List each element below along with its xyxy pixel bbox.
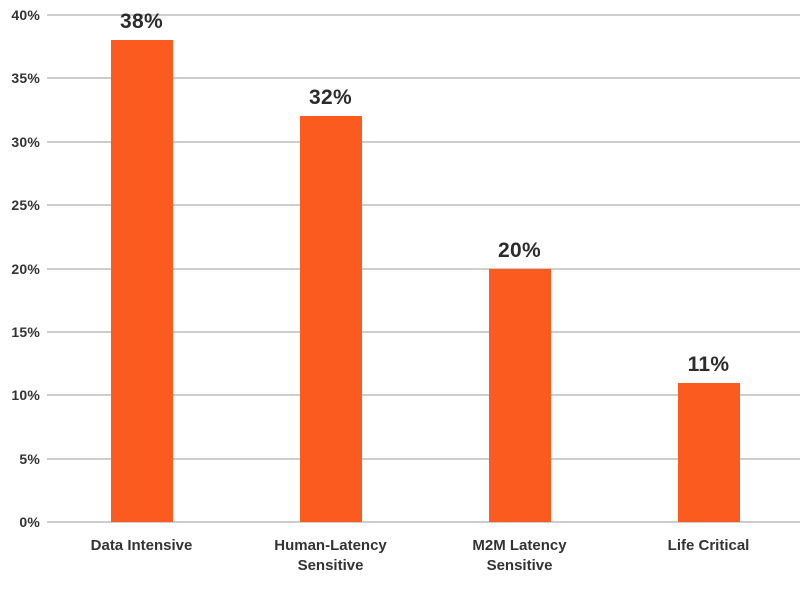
y-axis-tick-label: 25% <box>11 197 40 214</box>
y-axis-tick-label: 10% <box>11 387 40 404</box>
y-axis-tick-label: 30% <box>11 133 40 150</box>
y-axis-tick-label: 40% <box>11 7 40 23</box>
bar-value-label-data-intensive: 38% <box>120 10 163 34</box>
x-axis-line <box>47 521 800 523</box>
bar-data-intensive <box>110 40 173 522</box>
bar-human-latency-sensitive <box>299 116 362 522</box>
y-axis-tick-label: 20% <box>11 260 40 277</box>
gridline <box>47 267 800 270</box>
gridline <box>47 394 800 397</box>
gridline <box>47 14 800 16</box>
y-axis-tick-label: 5% <box>19 450 40 467</box>
bar-value-label-life-critical: 11% <box>687 352 730 376</box>
y-axis-tick-label: 0% <box>19 514 40 530</box>
gridline <box>47 77 800 80</box>
bar-value-label-m2m-latency-sensitive: 20% <box>498 238 541 262</box>
x-axis-category-label-m2m-latency-sensitive: M2M Latency Sensitive <box>472 537 567 574</box>
x-axis-category-label-life-critical: Life Critical <box>667 537 750 554</box>
bar-life-critical <box>677 382 740 522</box>
gridline <box>47 457 800 460</box>
y-axis-tick-label: 15% <box>11 323 40 340</box>
gridline <box>47 140 800 143</box>
x-axis-category-label-data-intensive: Data Intensive <box>90 537 193 554</box>
gridline <box>47 330 800 333</box>
gridline <box>47 204 800 207</box>
x-axis-category-label-human-latency-sensitive: Human-Latency Sensitive <box>274 537 387 574</box>
y-axis-tick-label: 35% <box>11 70 40 87</box>
bar-m2m-latency-sensitive <box>488 268 551 522</box>
bar-value-label-human-latency-sensitive: 32% <box>309 86 352 110</box>
